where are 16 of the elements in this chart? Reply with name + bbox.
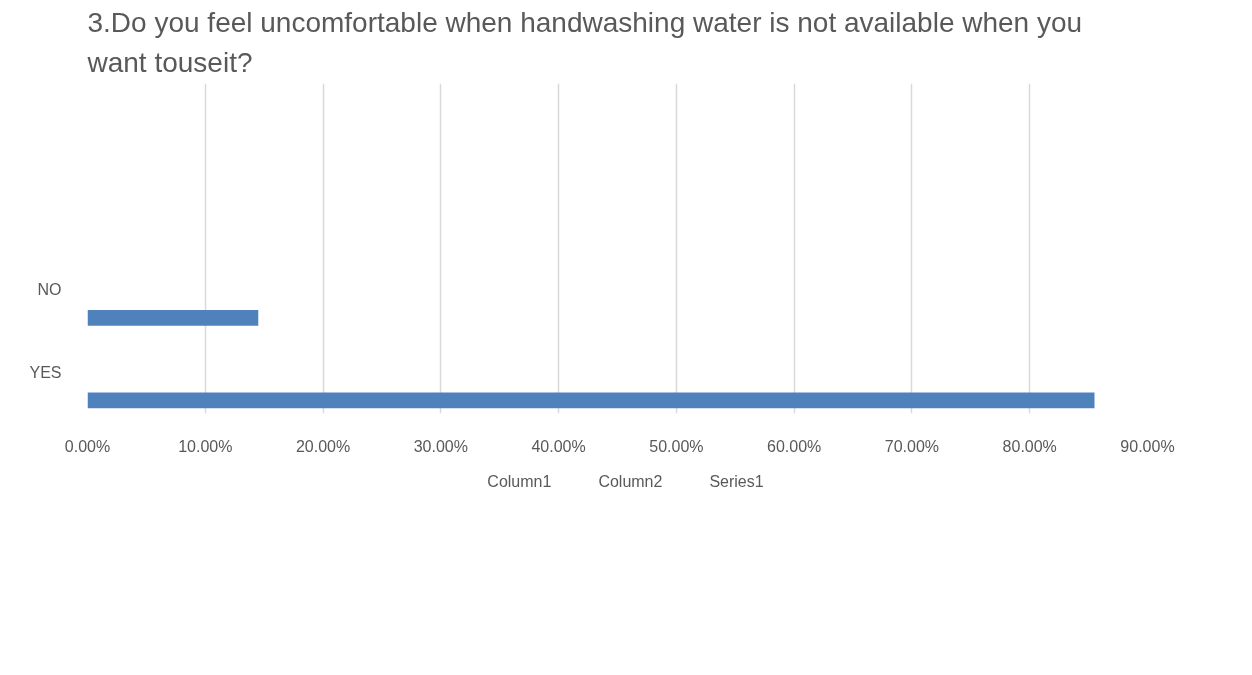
- x-tick-label: 10.00%: [178, 437, 233, 455]
- x-tick-label: 30.00%: [413, 437, 468, 455]
- x-tick-label: 70.00%: [884, 437, 940, 455]
- x-tick-label: 80.00%: [1002, 437, 1057, 455]
- chart-title: 3.Do you feel uncomfortable when handwashing water is not available when you want touseit?: [86, 7, 1083, 79]
- text: Series1: [709, 473, 764, 491]
- y-tick-label: NO: [37, 281, 62, 299]
- x-tick-label: 90.00%: [1120, 437, 1175, 455]
- x-tick-label: 40.00%: [531, 437, 586, 455]
- x-tick-label: 50.00%: [649, 437, 704, 455]
- x-tick-label: 20.00%: [295, 437, 351, 455]
- x-tick-label: 60.00%: [767, 437, 822, 455]
- y-tick-label: YES: [29, 363, 62, 381]
- text: Column1: [487, 473, 552, 491]
- x-tick-label: 0.00%: [64, 437, 111, 455]
- text: Column2: [598, 473, 663, 491]
